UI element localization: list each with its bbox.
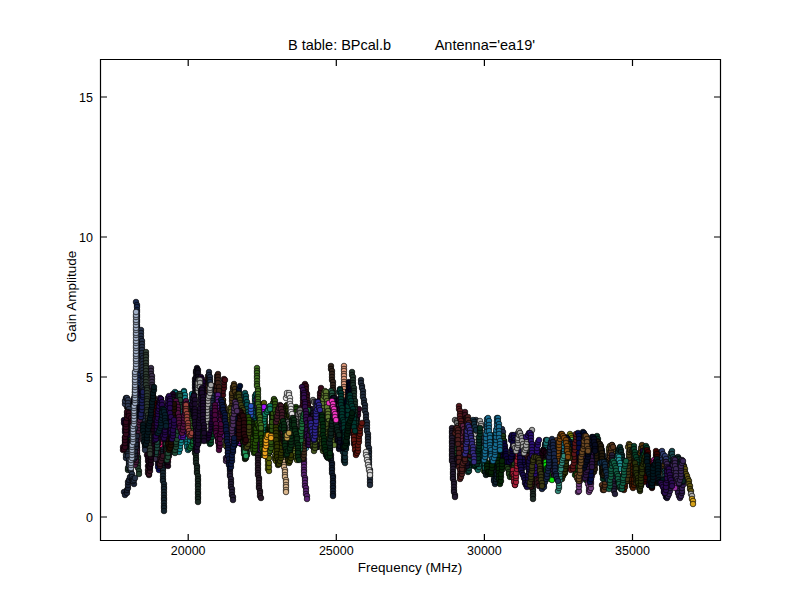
svg-text:Gain Amplitude: Gain Amplitude bbox=[64, 251, 79, 343]
svg-text:0: 0 bbox=[86, 511, 93, 525]
svg-text:20000: 20000 bbox=[171, 544, 206, 558]
svg-text:15: 15 bbox=[79, 91, 93, 105]
svg-text:30000: 30000 bbox=[467, 544, 502, 558]
svg-text:Antenna='ea19': Antenna='ea19' bbox=[435, 37, 536, 53]
svg-text:10: 10 bbox=[79, 231, 93, 245]
svg-text:25000: 25000 bbox=[319, 544, 354, 558]
svg-text:Frequency (MHz): Frequency (MHz) bbox=[358, 560, 462, 575]
svg-text:35000: 35000 bbox=[615, 544, 650, 558]
svg-text:B table: BPcal.b: B table: BPcal.b bbox=[288, 37, 391, 53]
svg-text:5: 5 bbox=[86, 371, 93, 385]
